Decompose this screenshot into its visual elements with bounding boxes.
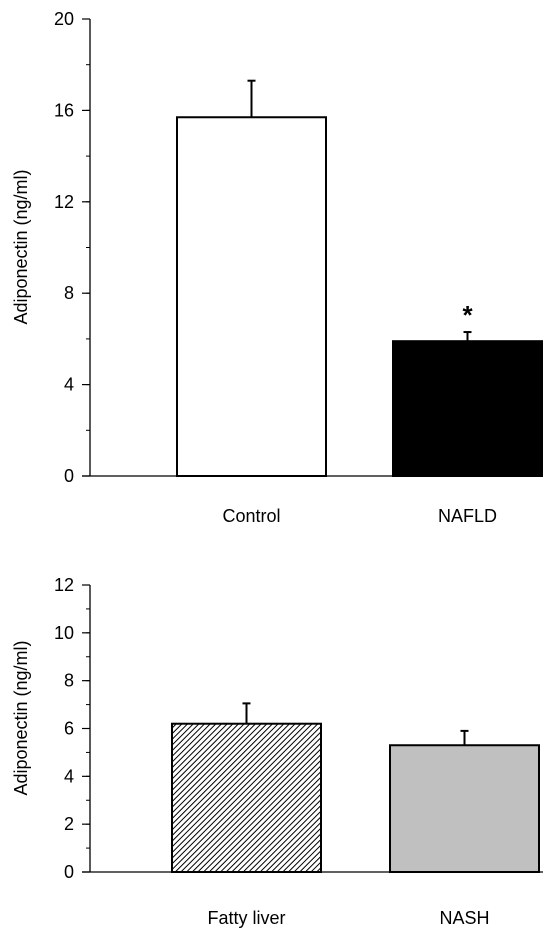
category-label: NASH	[439, 908, 489, 928]
y-tick-label: 0	[64, 466, 74, 486]
y-axis: 0 4 8 12 16 20	[54, 9, 543, 486]
top-chart-panel: Adiponectin (ng/ml) 0 4 8 12 16 20 Control * NA…	[11, 9, 543, 526]
y-axis-title: Adiponectin (ng/ml)	[11, 640, 31, 795]
category-label: NAFLD	[438, 506, 497, 526]
y-tick-label: 4	[64, 375, 74, 395]
y-tick-label: 8	[64, 671, 74, 691]
y-tick-label: 12	[54, 575, 74, 595]
category-label: Fatty liver	[207, 908, 285, 928]
y-axis-title: Adiponectin (ng/ml)	[11, 169, 31, 324]
y-tick-label: 16	[54, 100, 74, 120]
y-tick-label: 20	[54, 9, 74, 29]
y-tick-label: 6	[64, 719, 74, 739]
bar-nafld	[392, 340, 543, 477]
y-tick-label: 12	[54, 192, 74, 212]
y-tick-label: 0	[64, 862, 74, 882]
significance-marker: *	[462, 300, 473, 330]
bar-fatty-liver	[171, 722, 322, 874]
bar-control	[176, 116, 327, 477]
bars: Control * NAFLD	[176, 79, 543, 526]
y-tick-label: 4	[64, 766, 74, 786]
bottom-chart-panel: Adiponectin (ng/ml) 0 2 4 6 8 10 12 Fatty live…	[11, 575, 543, 928]
y-tick-label: 2	[64, 814, 74, 834]
y-tick-label: 8	[64, 283, 74, 303]
bar-nash	[389, 744, 540, 873]
bars: Fatty liver NASH	[171, 702, 540, 928]
category-label: Control	[222, 506, 280, 526]
y-tick-label: 10	[54, 623, 74, 643]
